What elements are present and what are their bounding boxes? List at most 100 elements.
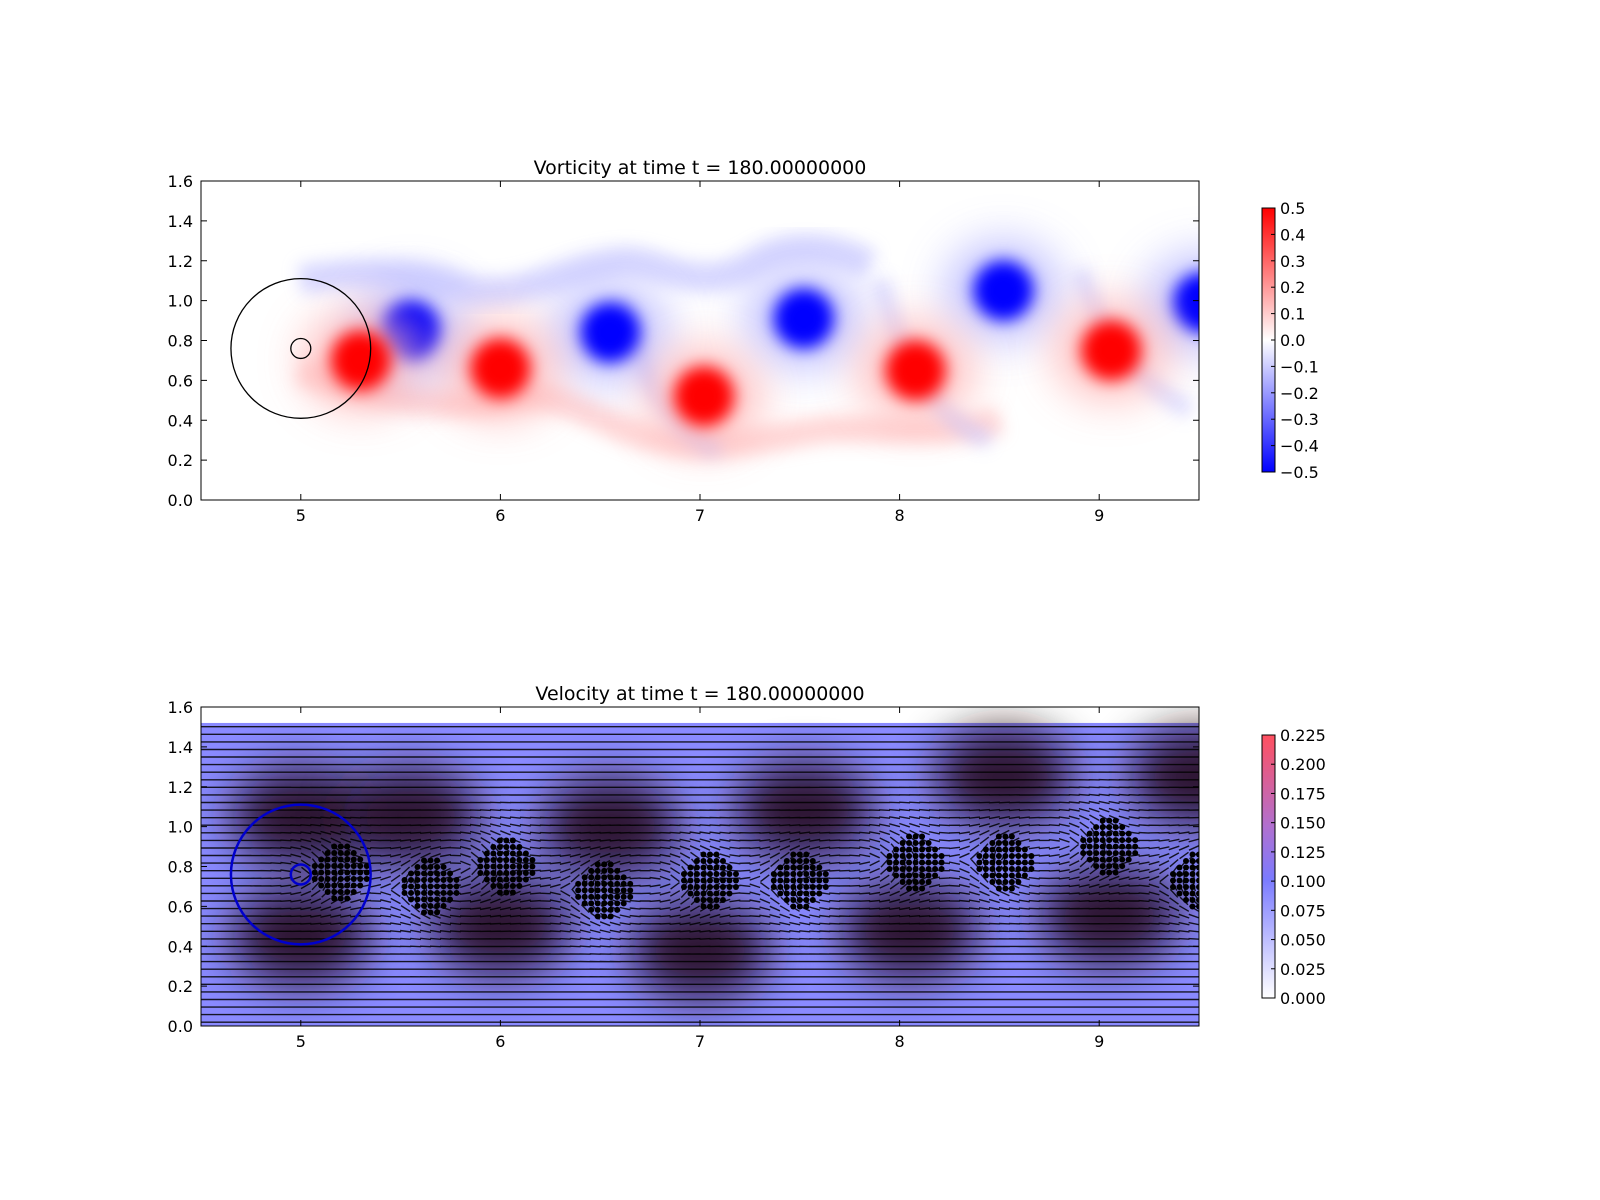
particle [344, 849, 351, 856]
particle [588, 906, 595, 913]
particle [919, 879, 926, 886]
x-tick-label: 7 [695, 506, 705, 525]
particle [1106, 830, 1113, 837]
particle [350, 875, 357, 882]
particle [912, 833, 919, 840]
particle [719, 857, 726, 864]
particle [1209, 864, 1215, 870]
particle [713, 890, 720, 897]
particle [344, 882, 351, 889]
particle [822, 883, 829, 890]
particle [1196, 883, 1199, 890]
y-tick-label: 0.4 [168, 411, 193, 430]
particle [1086, 843, 1093, 850]
particle [447, 883, 454, 890]
vorticity-field [295, 233, 1199, 459]
particle [588, 874, 595, 881]
particle [408, 896, 415, 903]
particle [713, 903, 720, 910]
particle [324, 888, 331, 895]
particle [344, 869, 351, 876]
particle [427, 870, 434, 877]
particle [614, 900, 621, 907]
particle [607, 880, 614, 887]
particle [483, 857, 490, 863]
particle [932, 872, 939, 879]
particle [601, 887, 608, 894]
particle [1119, 856, 1126, 863]
particle [588, 900, 595, 907]
particle [516, 883, 523, 889]
particle [614, 880, 621, 887]
particle [318, 856, 325, 863]
x-tick-label: 6 [495, 1032, 505, 1051]
particle [594, 906, 601, 913]
particle [790, 903, 797, 910]
particle [1189, 857, 1196, 864]
y-tick-label: 0.4 [168, 937, 193, 956]
particle [816, 890, 823, 897]
particle [522, 850, 529, 857]
particle [440, 876, 447, 883]
particle [1099, 863, 1106, 870]
particle [401, 883, 408, 890]
particle [976, 866, 983, 873]
particle [1125, 850, 1132, 857]
particle [607, 906, 614, 913]
particle [1170, 870, 1176, 877]
particle [318, 862, 325, 869]
particle [989, 846, 996, 853]
particle [1216, 877, 1222, 883]
particle [1002, 872, 1009, 879]
particle [932, 866, 939, 873]
particle [1183, 883, 1189, 890]
particle [1125, 856, 1132, 863]
colorbar-tick-label: 0.200 [1280, 755, 1326, 774]
particle [516, 850, 523, 857]
y-tick-label: 0.2 [168, 977, 193, 996]
particle [408, 889, 415, 896]
colorbar-tick-label: 0.5 [1280, 199, 1305, 218]
particle [337, 888, 344, 895]
particle [1132, 843, 1139, 850]
particle [1080, 850, 1087, 857]
particle [1183, 877, 1189, 884]
particle [1196, 851, 1199, 858]
particle [427, 896, 434, 903]
particle [796, 857, 803, 864]
particle [337, 856, 344, 863]
particle [575, 880, 582, 887]
particle [627, 893, 634, 900]
particle [706, 890, 713, 897]
particle [1119, 824, 1126, 831]
particle [1099, 850, 1106, 857]
particle [331, 843, 338, 850]
particle [919, 840, 926, 847]
particle [421, 883, 428, 890]
particle [1002, 866, 1009, 873]
x-tick-label: 8 [895, 1032, 905, 1051]
particle [713, 870, 720, 877]
particle [509, 844, 516, 850]
particle [932, 846, 939, 853]
particle [324, 875, 331, 882]
particle [337, 875, 344, 882]
particle [886, 866, 893, 873]
particle [713, 864, 720, 871]
particle [938, 853, 945, 860]
particle [1183, 864, 1189, 871]
particle [1112, 824, 1119, 831]
particle-cluster [976, 833, 1035, 892]
particle [594, 913, 601, 920]
particle [440, 902, 447, 909]
particle [601, 900, 608, 907]
particle [337, 862, 344, 869]
particle [331, 895, 338, 902]
y-tick-label: 0.8 [168, 858, 193, 877]
particle [414, 902, 421, 909]
particle [925, 840, 932, 847]
particle [516, 863, 523, 870]
particle [1183, 890, 1189, 897]
particle [1222, 877, 1228, 883]
particle [803, 877, 810, 884]
